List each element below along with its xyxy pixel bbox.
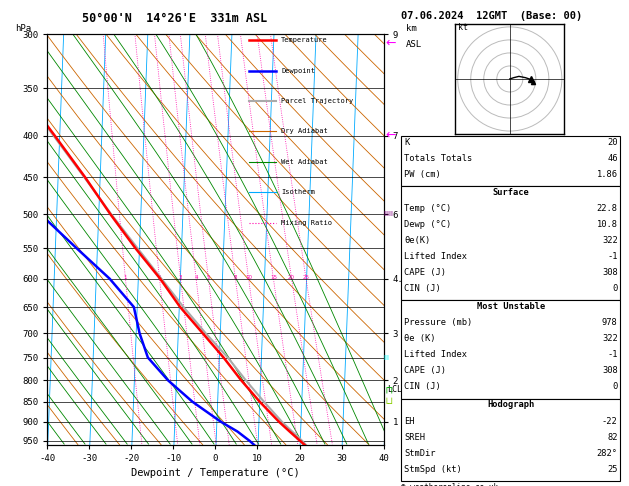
Text: kt: kt [458,22,468,32]
Text: Dry Adiabat: Dry Adiabat [281,128,328,134]
Text: Surface: Surface [493,188,529,197]
Text: 25: 25 [607,465,618,474]
Text: PW (cm): PW (cm) [404,170,441,179]
Text: Dewp (°C): Dewp (°C) [404,220,452,229]
Text: Pressure (mb): Pressure (mb) [404,318,473,328]
Text: LCL: LCL [387,384,402,394]
Text: 308: 308 [602,366,618,376]
Text: 8: 8 [233,276,237,280]
Text: 322: 322 [602,236,618,245]
Text: 15: 15 [270,276,277,280]
Text: 82: 82 [607,433,618,442]
Text: hPa: hPa [15,24,31,33]
Text: Parcel Trajectory: Parcel Trajectory [281,98,353,104]
Text: 308: 308 [602,268,618,278]
Text: Totals Totals: Totals Totals [404,154,473,163]
Text: 25: 25 [303,276,309,280]
Text: © weatheronline.co.uk: © weatheronline.co.uk [401,483,498,486]
Text: θe(K): θe(K) [404,236,431,245]
Text: -1: -1 [607,252,618,261]
Text: Dewpoint: Dewpoint [281,68,315,73]
Text: 22.8: 22.8 [597,204,618,213]
Text: Temp (°C): Temp (°C) [404,204,452,213]
Text: 322: 322 [602,334,618,344]
Text: 1: 1 [124,276,127,280]
Text: ←: ← [386,37,396,50]
Text: 978: 978 [602,318,618,328]
Text: ASL: ASL [406,40,421,49]
Text: EH: EH [404,417,415,426]
Text: StmSpd (kt): StmSpd (kt) [404,465,462,474]
Text: 3: 3 [179,276,182,280]
Text: Isotherm: Isotherm [281,189,315,195]
Text: CAPE (J): CAPE (J) [404,366,447,376]
Text: 5: 5 [207,276,210,280]
Text: Hodograph: Hodograph [487,400,535,410]
X-axis label: Dewpoint / Temperature (°C): Dewpoint / Temperature (°C) [131,469,300,478]
Text: Most Unstable: Most Unstable [477,302,545,312]
Text: Lifted Index: Lifted Index [404,252,467,261]
Text: CAPE (J): CAPE (J) [404,268,447,278]
Text: Mixing Ratio: Mixing Ratio [281,220,332,226]
Text: 20: 20 [607,138,618,147]
Text: -1: -1 [607,350,618,360]
Text: lllll: lllll [384,211,394,217]
Text: 10.8: 10.8 [597,220,618,229]
Text: Temperature: Temperature [281,37,328,43]
Text: CIN (J): CIN (J) [404,382,441,392]
Text: 2: 2 [158,276,161,280]
Text: CIN (J): CIN (J) [404,284,441,294]
Text: 20: 20 [288,276,295,280]
Text: -22: -22 [602,417,618,426]
Text: 50°00'N  14°26'E  331m ASL: 50°00'N 14°26'E 331m ASL [82,12,267,25]
Text: lll: lll [384,354,390,361]
Text: 46: 46 [607,154,618,163]
Text: 1.86: 1.86 [597,170,618,179]
Text: km: km [406,24,416,33]
Text: 0: 0 [613,382,618,392]
Y-axis label: Mixing Ratio (g/kg): Mixing Ratio (g/kg) [439,192,448,287]
Text: SREH: SREH [404,433,425,442]
Text: 07.06.2024  12GMT  (Base: 00): 07.06.2024 12GMT (Base: 00) [401,11,582,21]
Text: └┘: └┘ [384,399,396,409]
Text: 4: 4 [194,276,198,280]
Text: 0: 0 [613,284,618,294]
Text: 282°: 282° [597,449,618,458]
Text: StmDir: StmDir [404,449,436,458]
Text: ┌┐: ┌┐ [384,384,396,394]
Text: ←: ← [386,129,396,142]
Text: Lifted Index: Lifted Index [404,350,467,360]
Text: θe (K): θe (K) [404,334,436,344]
Text: K: K [404,138,409,147]
Text: Wet Adiabat: Wet Adiabat [281,159,328,165]
Text: 10: 10 [245,276,252,280]
